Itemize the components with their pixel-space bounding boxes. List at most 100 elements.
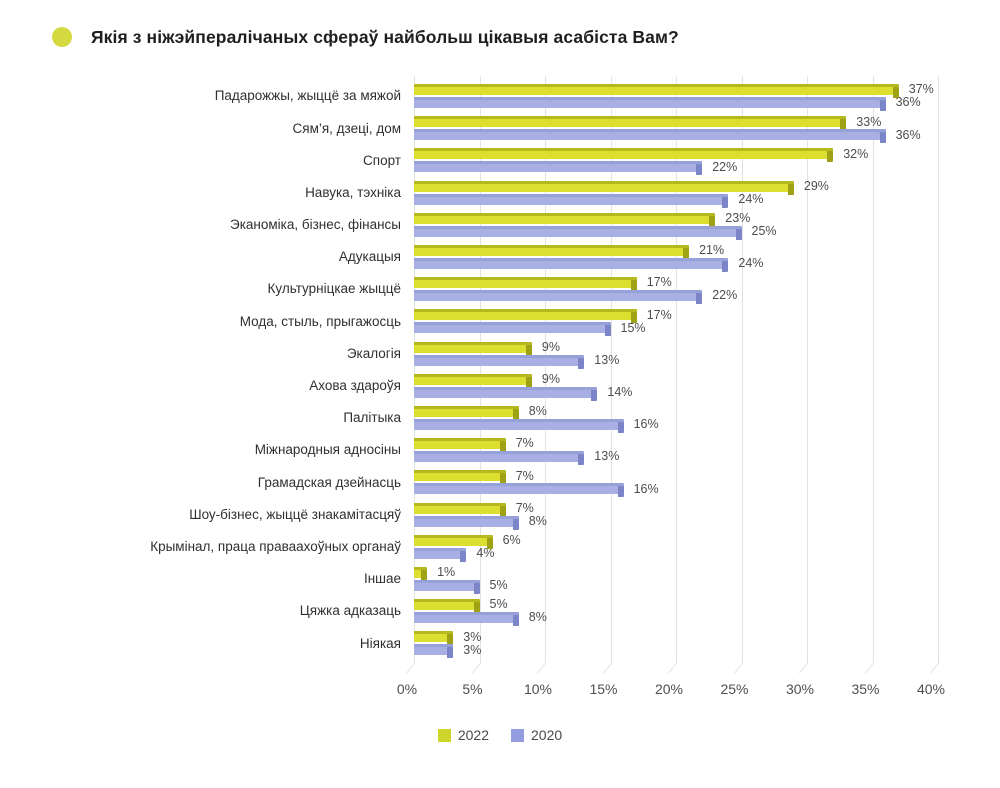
bar-2020 <box>414 322 611 337</box>
bar-end-cap <box>486 537 493 549</box>
bar-end-cap <box>892 87 899 99</box>
bar-2020 <box>414 418 624 433</box>
bar-group: 7% 8% <box>414 502 970 530</box>
bar-line-2022: 23% <box>414 212 970 227</box>
chart-row: Іншае 1% 5% <box>40 563 970 595</box>
x-tick-label: 10% <box>523 681 553 698</box>
bar-2022 <box>414 341 532 356</box>
value-label: 22% <box>712 288 738 303</box>
grid-foot <box>930 663 939 674</box>
bar-end-cap <box>617 421 624 433</box>
bar-2022 <box>414 277 637 292</box>
x-tick-label: 25% <box>720 681 749 698</box>
chart-row: Навука, тэхніка 29% 24% <box>40 177 970 209</box>
bar-end-cap <box>578 357 585 369</box>
bar-2022 <box>414 245 690 260</box>
bar-line-2022: 7% <box>414 502 970 517</box>
bar-group: 23% 25% <box>414 212 970 240</box>
bar-end-cap <box>499 441 506 453</box>
value-label: 16% <box>633 481 659 496</box>
bar-line-2022: 1% <box>414 566 970 581</box>
bar-chart: Падарожжы, жыццё за мяжой 37% 36% Сям’я, дз… <box>40 72 970 703</box>
bar-line-2020: 5% <box>414 579 970 594</box>
bar-end-cap <box>447 647 454 659</box>
bar-end-cap <box>827 151 834 163</box>
bar-end-cap <box>630 280 637 292</box>
value-label: 7% <box>515 436 534 451</box>
chart-row: Адукацыя 21% 24% <box>40 241 970 273</box>
bar-2022 <box>414 116 847 131</box>
bar-line-2020: 24% <box>414 257 970 273</box>
category-label: Адукацыя <box>338 249 401 265</box>
category-label: Шоу-бізнес, жыццё знакамітасцяў <box>189 506 401 522</box>
bar-group: 21% 24% <box>414 244 970 273</box>
bar-2022 <box>414 148 834 163</box>
value-label: 3% <box>463 629 482 644</box>
category-label: Цяжка адказаць <box>299 603 401 619</box>
bar-group: 7% 13% <box>414 436 970 466</box>
bar-end-cap <box>578 454 585 466</box>
bar-group: 6% 4% <box>414 534 970 562</box>
grid-foot <box>799 663 808 674</box>
bar-2022 <box>414 631 454 646</box>
bar-2020 <box>414 97 886 112</box>
legend-swatch <box>437 728 451 742</box>
bar-end-cap <box>722 196 729 208</box>
gridlines <box>414 76 946 664</box>
chart-row: Шоу-бізнес, жыццё знакамітасцяў 7% 8% <box>40 498 970 530</box>
bar-group: 8% 16% <box>414 405 970 433</box>
bar-2020 <box>414 225 742 240</box>
value-label: 24% <box>738 191 764 206</box>
bar-2020 <box>414 290 703 305</box>
category-label: Грамадская дзейнасць <box>257 474 401 490</box>
bar-end-cap <box>499 473 506 485</box>
bar-2020 <box>414 354 585 369</box>
grid-foot <box>668 663 677 674</box>
bar-group: 17% 22% <box>414 275 970 305</box>
legend-swatch <box>511 728 524 742</box>
grid-foot <box>602 663 612 674</box>
value-label: 22% <box>712 159 738 174</box>
category-label: Падарожжы, жыццё за мяжой <box>214 88 401 104</box>
bar-end-cap <box>512 615 519 627</box>
value-label: 33% <box>856 114 882 129</box>
bar-line-2020: 25% <box>414 225 970 240</box>
category-label: Мода, стыль, прыгажосць <box>239 313 401 329</box>
bar-2020 <box>414 258 729 273</box>
bar-group: 3% 3% <box>414 629 970 659</box>
bar-2020 <box>414 547 467 562</box>
x-axis: 0% 5% 10% 15% 20% 25% 30% 35% 40% <box>397 659 970 703</box>
chart-row: Цяжка адказаць 5% 8% <box>40 595 970 627</box>
bar-end-cap <box>879 100 886 112</box>
bar-end-cap <box>722 261 729 273</box>
bar-line-2022: 5% <box>414 598 970 614</box>
category-label: Палітыка <box>343 410 401 426</box>
bar-end-cap <box>604 325 611 337</box>
gridline <box>479 76 481 664</box>
value-label: 15% <box>620 320 646 335</box>
value-label: 9% <box>541 339 560 354</box>
bar-group: 29% 24% <box>414 180 970 208</box>
category-label: Культурніцкае жыццё <box>267 281 401 297</box>
gridline <box>414 76 415 664</box>
bar-2020 <box>414 579 480 594</box>
bar-group: 33% 36% <box>414 114 970 144</box>
bar-end-cap <box>709 215 716 227</box>
bar-group: 37% 36% <box>414 82 970 112</box>
bar-line-2022: 7% <box>414 468 970 485</box>
bar-line-2020: 22% <box>414 288 970 305</box>
value-label: 17% <box>646 275 672 290</box>
legend-item-2020: 2020 <box>511 727 562 743</box>
bar-2022 <box>414 212 716 227</box>
value-label: 13% <box>594 449 620 464</box>
bar-line-2020: 16% <box>414 418 970 433</box>
bar-line-2022: 32% <box>414 148 970 163</box>
value-label: 7% <box>515 468 534 483</box>
value-label: 4% <box>476 545 495 560</box>
value-label: 37% <box>908 82 934 97</box>
bar-line-2020: 8% <box>414 515 970 530</box>
bar-end-cap <box>696 293 703 305</box>
value-label: 14% <box>607 385 633 400</box>
bar-2020 <box>414 451 585 466</box>
bar-2022 <box>414 180 794 195</box>
